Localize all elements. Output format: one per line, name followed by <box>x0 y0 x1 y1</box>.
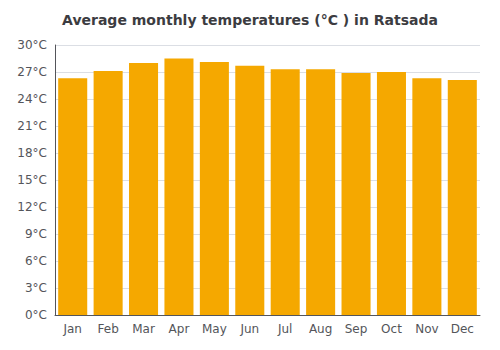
svg-text:Jan: Jan <box>62 322 82 336</box>
svg-text:15°C: 15°C <box>17 173 47 187</box>
svg-text:30°C: 30°C <box>17 38 47 52</box>
svg-text:Feb: Feb <box>98 322 119 336</box>
svg-text:0°C: 0°C <box>25 308 47 322</box>
svg-text:Jun: Jun <box>239 322 259 336</box>
svg-text:Average monthly temperatures (: Average monthly temperatures (°C ) in Ra… <box>62 12 438 28</box>
svg-text:6°C: 6°C <box>25 254 47 268</box>
svg-text:27°C: 27°C <box>17 65 47 79</box>
svg-text:Sep: Sep <box>345 322 368 336</box>
svg-text:Mar: Mar <box>132 322 155 336</box>
svg-text:May: May <box>202 322 227 336</box>
svg-text:Oct: Oct <box>381 322 402 336</box>
svg-text:12°C: 12°C <box>17 200 47 214</box>
svg-text:9°C: 9°C <box>25 227 47 241</box>
svg-text:Nov: Nov <box>415 322 438 336</box>
svg-text:21°C: 21°C <box>17 119 47 133</box>
svg-text:Aug: Aug <box>309 322 332 336</box>
svg-text:18°C: 18°C <box>17 146 47 160</box>
svg-text:Apr: Apr <box>169 322 190 336</box>
svg-text:24°C: 24°C <box>17 92 47 106</box>
svg-text:Jul: Jul <box>277 322 292 336</box>
svg-text:3°C: 3°C <box>25 281 47 295</box>
svg-text:Dec: Dec <box>451 322 474 336</box>
